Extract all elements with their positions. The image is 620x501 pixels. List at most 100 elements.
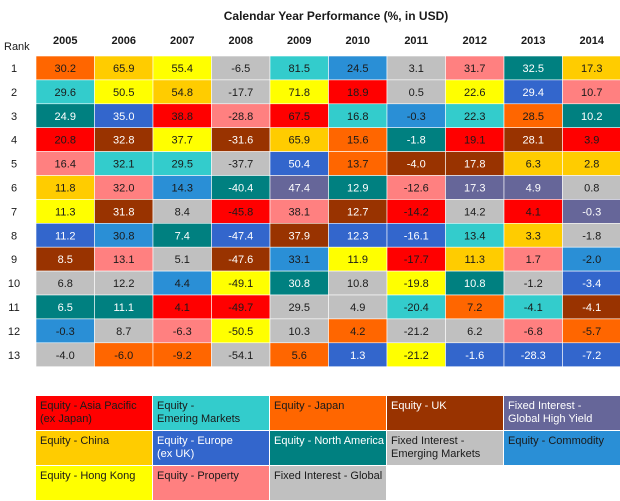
cell-value: -6.8: [524, 326, 543, 338]
cell-value: 13.7: [347, 159, 368, 171]
cell-value: 8.7: [116, 326, 131, 338]
cell-value: 8.5: [58, 254, 73, 266]
cell-value: -4.0: [407, 159, 426, 171]
rank-label: 10: [8, 278, 20, 290]
cell-value: 29.5: [289, 302, 310, 314]
cell-value: -49.1: [228, 278, 253, 290]
cell-value: 65.9: [113, 63, 134, 75]
rank-label: 9: [11, 254, 17, 266]
cell-value: 6.2: [467, 326, 482, 338]
cell-value: 12.7: [347, 206, 368, 218]
cell-value: -6.5: [231, 63, 250, 75]
cell-value: 3.1: [409, 63, 424, 75]
legend-item-commodity: Equity - Commodity: [504, 431, 620, 466]
cell-value: -4.1: [524, 302, 543, 314]
rank-label: 13: [8, 350, 20, 362]
cell-value: 24.5: [347, 63, 368, 75]
cell-value: 8.4: [175, 206, 190, 218]
cell-value: 17.3: [581, 63, 602, 75]
cell-value: 16.4: [55, 159, 76, 171]
cell-value: -16.1: [404, 230, 429, 242]
cell-value: -0.3: [582, 206, 601, 218]
cell-value: -1.8: [582, 230, 601, 242]
cell-value: 22.6: [464, 87, 485, 99]
year-header: 2013: [521, 35, 545, 47]
cell-value: -5.7: [582, 326, 601, 338]
cell-value: 81.5: [289, 63, 310, 75]
rank-header: Rank: [4, 41, 30, 53]
cell-value: -40.4: [228, 182, 253, 194]
cell-value: 6.8: [58, 278, 73, 290]
cell-value: 0.8: [584, 182, 599, 194]
legend-item-em: Equity - Emering Markets: [153, 396, 270, 431]
cell-value: -28.3: [521, 350, 546, 362]
legend-item-china: Equity - China: [36, 431, 153, 466]
performance-chart: Calendar Year Performance (%, in USD) Ra…: [0, 0, 620, 390]
cell-value: 35.0: [113, 111, 134, 123]
cell-value: -49.7: [228, 302, 253, 314]
rank-label: 7: [11, 206, 17, 218]
cell-value: 10.2: [581, 111, 602, 123]
chart-title: Calendar Year Performance (%, in USD): [224, 9, 449, 23]
cell-value: 11.1: [113, 302, 134, 314]
year-header: 2005: [53, 35, 77, 47]
cell-value: 1.3: [350, 350, 365, 362]
rank-label: 8: [11, 230, 17, 242]
cell-value: 32.1: [113, 159, 134, 171]
legend-item-figlobal: Fixed Interest - Global: [270, 466, 387, 501]
cell-value: 4.9: [350, 302, 365, 314]
cell-value: 2.8: [584, 159, 599, 171]
cell-value: 28.1: [523, 135, 544, 147]
cell-value: 30.8: [289, 278, 310, 290]
cell-value: 30.8: [113, 230, 134, 242]
cell-value: -4.1: [582, 302, 601, 314]
cell-value: -14.2: [404, 206, 429, 218]
cell-value: 24.9: [55, 111, 76, 123]
cell-value: 14.2: [464, 206, 485, 218]
cell-value: 6.5: [58, 302, 73, 314]
cell-value: 55.4: [172, 63, 193, 75]
cell-value: 4.9: [526, 182, 541, 194]
rank-label: 6: [11, 182, 17, 194]
cell-value: -1.6: [465, 350, 484, 362]
cell-value: -7.2: [582, 350, 601, 362]
cell-value: -0.3: [407, 111, 426, 123]
cell-value: 3.9: [584, 135, 599, 147]
cell-value: 29.5: [172, 159, 193, 171]
cell-value: -17.7: [228, 87, 253, 99]
cell-value: -3.4: [582, 278, 601, 290]
rank-label: 5: [11, 159, 17, 171]
cell-value: -17.7: [404, 254, 429, 266]
year-header: 2006: [112, 35, 136, 47]
cell-value: 11.3: [55, 206, 76, 218]
cell-value: -31.6: [228, 135, 253, 147]
cell-value: -45.8: [228, 206, 253, 218]
year-header: 2008: [229, 35, 253, 47]
cell-value: -1.2: [524, 278, 543, 290]
cell-value: 11.2: [55, 230, 76, 242]
cell-value: -1.8: [407, 135, 426, 147]
cell-value: 14.3: [172, 182, 193, 194]
cell-value: 65.9: [289, 135, 310, 147]
legend-item-japan: Equity - Japan: [270, 396, 387, 431]
cell-value: 5.1: [175, 254, 190, 266]
cell-value: 7.2: [467, 302, 482, 314]
cell-value: 17.3: [464, 182, 485, 194]
cell-value: -47.6: [228, 254, 253, 266]
cell-value: 29.4: [523, 87, 544, 99]
cell-value: 6.3: [526, 159, 541, 171]
legend-item-fihy: Fixed Interest - Global High Yield: [504, 396, 620, 431]
cell-value: -21.2: [404, 326, 429, 338]
legend-item-europe: Equity - Europe (ex UK): [153, 431, 270, 466]
cell-value: 12.2: [113, 278, 134, 290]
cell-value: 50.5: [113, 87, 134, 99]
cell-value: 10.8: [347, 278, 368, 290]
cell-value: 50.4: [289, 159, 310, 171]
cell-value: 12.9: [347, 182, 368, 194]
rank-label: 4: [11, 135, 17, 147]
cell-value: 13.1: [113, 254, 134, 266]
cell-value: 11.8: [55, 182, 76, 194]
legend-item-fiem: Fixed Interest - Emerging Markets: [387, 431, 504, 466]
